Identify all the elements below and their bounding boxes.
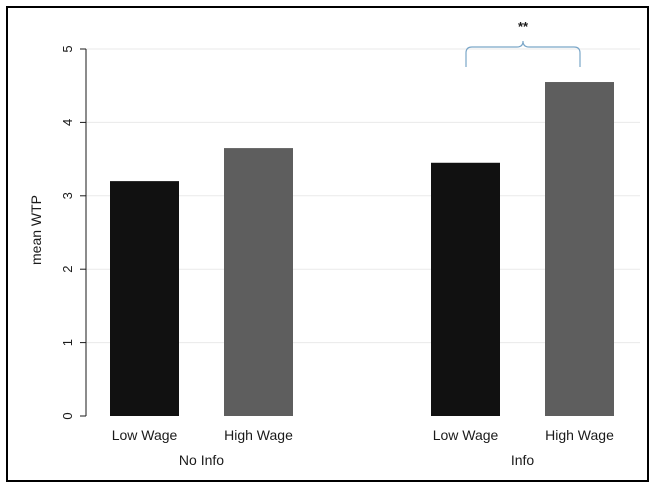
significance-bracket [465, 40, 581, 67]
y-tick-label: 4 [60, 119, 75, 126]
y-tick-label: 2 [60, 266, 75, 273]
x-tick-label: Low Wage [112, 427, 178, 443]
y-tick-label: 1 [60, 339, 75, 346]
bar-no-info-high-wage [224, 148, 293, 416]
x-tick-label: High Wage [224, 427, 293, 443]
group-label: Info [511, 452, 535, 468]
y-axis-label: mean WTP [28, 195, 44, 265]
bar-info-high-wage [545, 82, 614, 416]
y-axis: 0 1 2 3 4 5 [60, 45, 87, 420]
group-label: No Info [179, 452, 224, 468]
y-tick-label: 3 [60, 192, 75, 199]
significance-stars: ** [518, 19, 529, 34]
significance-annotation: ** [465, 19, 581, 67]
bars [110, 82, 614, 416]
y-tick-label: 0 [60, 412, 75, 419]
x-tick-label: High Wage [545, 427, 614, 443]
bar-info-low-wage [431, 162, 500, 416]
y-tick-label: 5 [60, 45, 75, 52]
bar-no-info-low-wage [110, 181, 179, 416]
x-tick-label: Low Wage [433, 427, 499, 443]
